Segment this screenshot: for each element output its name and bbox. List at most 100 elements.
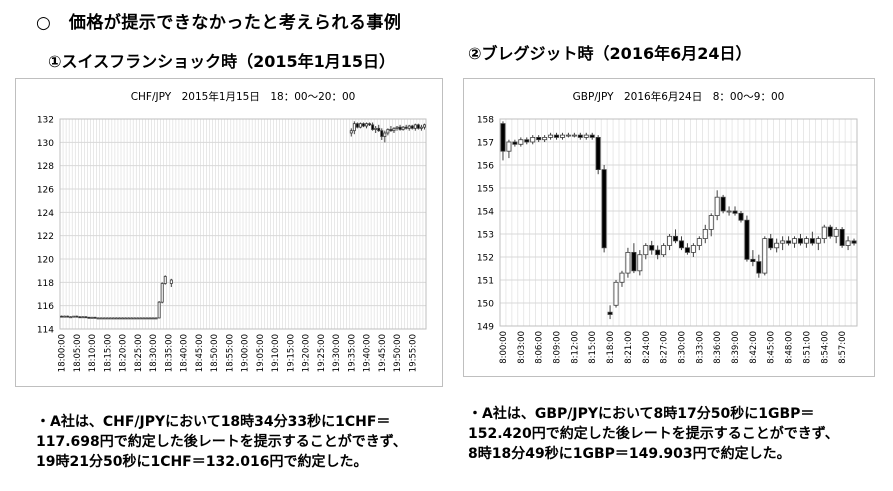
gbp-jpy-candle-body xyxy=(821,226,827,240)
gbp-jpy-candle-body xyxy=(649,245,655,251)
chf-jpy-x-tick-label: 18:15:00 xyxy=(103,334,113,372)
gbp-jpy-y-tick-label: 153 xyxy=(477,231,494,241)
chf-jpy-candle-body xyxy=(87,316,91,319)
chf-jpy-x-tick-label: 19:45:00 xyxy=(378,334,388,372)
gbp-jpy-candle-body xyxy=(833,228,839,237)
gbp-jpy-candle-body xyxy=(792,238,798,244)
chf-jpy-y-tick-label: 128 xyxy=(37,162,54,172)
gbp-jpy-candle-body xyxy=(732,210,738,214)
swiss-franc-shock-heading: ①スイスフランショック時（2015年1月15日） xyxy=(48,52,395,71)
gbp-jpy-candle-body xyxy=(673,235,679,242)
chf-jpy-candle-body xyxy=(108,317,112,320)
chf-jpy-x-tick-label: 18:45:00 xyxy=(195,334,205,372)
gbp-jpy-candle-body xyxy=(667,235,673,246)
gbp-jpy-candle-body xyxy=(714,196,720,216)
chf-jpy-x-tick-label: 19:00:00 xyxy=(241,334,251,372)
gbp-jpy-candlestick-chart: GBP/JPY 2016年6月24日 8：00～9：00 149 150 151 152… xyxy=(477,90,858,364)
gbp-jpy-candle-body xyxy=(720,196,726,212)
gbp-jpy-note-line-1: ・A社は、GBP/JPYにおいて8時17分50秒に1GBP＝ xyxy=(468,406,815,422)
chf-jpy-y-tick-label: 114 xyxy=(37,326,54,336)
chf-jpy-candle-body xyxy=(133,317,137,320)
brexit-heading: ②ブレグジット時（2016年6月24日） xyxy=(468,44,752,63)
chf-jpy-x-tick-label: 18:30:00 xyxy=(149,334,159,372)
gbp-jpy-x-tick-label: 8:27:00 xyxy=(660,331,670,364)
chf-jpy-candle-body xyxy=(407,125,411,129)
chf-jpy-candle-body xyxy=(139,317,143,320)
gbp-jpy-x-tick-label: 8:54:00 xyxy=(820,331,830,364)
gbp-jpy-candle-body xyxy=(815,238,821,244)
gbp-jpy-candle-body xyxy=(613,281,619,306)
chf-jpy-x-tick-label: 19:40:00 xyxy=(363,334,373,372)
gbp-jpy-x-tick-label: 8:03:00 xyxy=(517,331,527,364)
gbp-jpy-candle-body xyxy=(839,228,845,246)
gbp-jpy-candle-body xyxy=(583,134,589,138)
gbp-jpy-y-tick-label: 157 xyxy=(477,139,494,149)
gbp-jpy-candle-body xyxy=(809,238,815,244)
chf-jpy-x-tick-label: 18:35:00 xyxy=(164,334,174,372)
gbp-jpy-candle-body xyxy=(827,226,833,237)
gbp-jpy-chart-panel: GBP/JPY 2016年6月24日 8：00～9：00 149 150 151 152… xyxy=(463,78,875,377)
gbp-jpy-candle-body xyxy=(690,245,696,253)
gbp-jpy-x-tick-label: 8:06:00 xyxy=(535,331,545,364)
gbp-jpy-x-tick-label: 8:51:00 xyxy=(802,331,812,364)
chf-jpy-x-tick-label: 18:40:00 xyxy=(180,334,190,372)
chf-jpy-x-tick-label: 19:05:00 xyxy=(256,334,266,372)
gbp-jpy-candle-body xyxy=(619,272,625,283)
chf-jpy-x-tick-label: 18:25:00 xyxy=(134,334,144,372)
chf-jpy-note-line-3: 19時21分50秒に1CHF＝132.016円で約定した。 xyxy=(36,454,368,470)
chf-jpy-candle-body xyxy=(151,317,155,320)
chf-jpy-candle-body xyxy=(121,317,124,320)
chf-jpy-candle-body xyxy=(69,316,73,319)
gbp-jpy-candle-body xyxy=(631,251,637,272)
gbp-jpy-candle-body xyxy=(571,134,577,137)
chf-jpy-candle-body xyxy=(72,315,76,318)
chf-jpy-y-tick-label: 130 xyxy=(37,139,54,149)
gbp-jpy-y-tick-label: 154 xyxy=(477,208,494,218)
chf-jpy-note-line-2: 117.698円で約定した後レートを提示することができず、 xyxy=(36,434,407,450)
chf-jpy-candle-body xyxy=(142,317,146,320)
gbp-jpy-candle-body xyxy=(559,134,565,138)
chf-jpy-candle-body xyxy=(389,129,393,132)
chf-jpy-candle-body xyxy=(401,126,405,130)
chf-jpy-candle-body xyxy=(163,276,167,284)
gbp-jpy-candle-body xyxy=(708,215,714,230)
gbp-jpy-x-tick-label: 8:45:00 xyxy=(767,331,777,364)
chf-jpy-candle-body xyxy=(383,132,387,137)
chf-jpy-candle-body xyxy=(145,317,149,320)
gbp-jpy-candle-body xyxy=(702,228,708,239)
gbp-jpy-candle-body xyxy=(661,245,667,256)
chf-jpy-candle-body xyxy=(169,279,173,284)
gbp-jpy-candle-body xyxy=(797,238,803,244)
gbp-jpy-chart-title: GBP/JPY 2016年6月24日 8：00～9：00 xyxy=(573,90,785,103)
chf-jpy-candle-body xyxy=(368,123,372,126)
gbp-jpy-x-tick-label: 8:36:00 xyxy=(713,331,723,364)
chf-jpy-candle-body xyxy=(81,316,85,319)
gbp-jpy-candle-body xyxy=(524,139,530,143)
chf-jpy-candle-body xyxy=(352,123,356,132)
chf-jpy-candle-body xyxy=(416,124,420,129)
chf-jpy-candle-body xyxy=(84,316,88,319)
chf-jpy-chart-panel: CHF/JPY 2015年1月15日 18：00～20：00 114 116 118 1… xyxy=(15,78,443,387)
gbp-jpy-x-tick-label: 8:30:00 xyxy=(677,331,687,364)
chf-jpy-candle-body xyxy=(118,317,121,320)
gbp-jpy-note: ・A社は、GBP/JPYにおいて8時17分50秒に1GBP＝ 152.420円で… xyxy=(468,404,839,464)
gbp-jpy-candle-body xyxy=(536,137,542,141)
chf-jpy-candle-body xyxy=(160,283,164,303)
chf-jpy-candle-body xyxy=(410,125,414,129)
gbp-jpy-y-tick-label: 156 xyxy=(477,162,494,172)
gbp-jpy-candle-body xyxy=(577,134,583,138)
chf-jpy-x-tick-label: 18:20:00 xyxy=(119,334,129,372)
gbp-jpy-candle-body xyxy=(554,134,560,138)
gbp-jpy-x-tick-label: 8:33:00 xyxy=(695,331,705,364)
gbp-jpy-candle-body xyxy=(768,238,774,249)
chf-jpy-candle-body xyxy=(111,317,115,320)
chf-jpy-candle-body xyxy=(355,123,359,128)
chf-jpy-x-tick-label: 19:25:00 xyxy=(317,334,327,372)
chf-jpy-x-tick-label: 18:00:00 xyxy=(58,334,68,372)
chf-jpy-plot-frame xyxy=(59,118,427,330)
chf-jpy-x-tick-label: 19:35:00 xyxy=(347,334,357,372)
gbp-jpy-plot-frame xyxy=(499,118,858,327)
chf-jpy-chart-title: CHF/JPY 2015年1月15日 18：00～20：00 xyxy=(131,90,356,103)
chf-jpy-candle-body xyxy=(114,317,118,320)
chf-jpy-candle-body xyxy=(371,124,375,130)
